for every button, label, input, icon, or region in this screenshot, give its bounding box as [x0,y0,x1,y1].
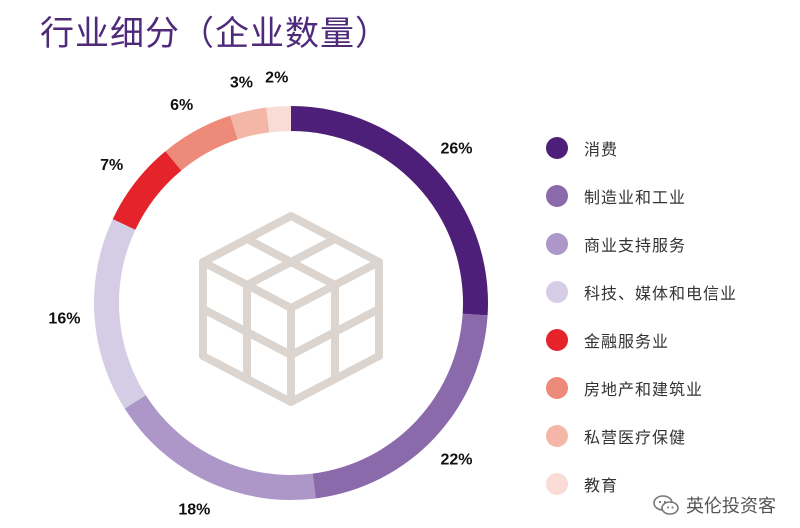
slice-label-7: 3% [230,74,253,91]
slice-5 [112,151,182,230]
legend-swatch [546,473,568,495]
watermark: 英伦投资客 [652,492,776,518]
donut-slices [93,106,488,500]
slice-7 [230,107,270,140]
legend-swatch [546,281,568,303]
legend-label: 科技、媒体和电信业 [584,284,738,303]
slice-label-6: 6% [170,97,193,114]
legend-swatch [546,377,568,399]
slice-label-8: 2% [265,69,288,86]
legend-item: 科技、媒体和电信业 [546,268,737,316]
slice-3 [124,395,316,500]
legend-label: 制造业和工业 [584,188,687,207]
legend-label: 金融服务业 [584,332,670,351]
slice-labels: 26% 22% 18% 16% 7% 6% 3% 2% [48,69,472,518]
slice-label-2: 22% [440,451,472,468]
slice-2 [312,313,488,499]
slice-label-3: 18% [178,501,210,518]
legend-label: 教育 [584,476,619,495]
cube-icon [199,212,383,406]
slice-label-4: 16% [48,310,80,327]
legend-item: 私营医疗保健 [546,412,737,460]
legend-swatch [546,329,568,351]
legend-item: 金融服务业 [546,316,737,364]
slice-1 [291,106,488,316]
legend-label: 消费 [584,140,619,159]
legend-item: 商业支持服务 [546,220,737,268]
legend-swatch [546,185,568,207]
legend-label: 房地产和建筑业 [584,380,704,399]
slice-6 [165,115,238,171]
slice-label-5: 7% [100,157,123,174]
slice-4 [93,219,146,409]
legend-label: 私营医疗保健 [584,428,687,447]
slice-label-1: 26% [440,141,472,158]
legend-item: 教育 [546,460,737,508]
page-title: 行业细分（企业数量） [40,14,390,54]
legend-label: 商业支持服务 [584,236,687,255]
slice-8 [266,106,291,133]
watermark-text: 英伦投资客 [686,496,776,517]
legend-item: 消费 [546,124,737,172]
legend-swatch [546,425,568,447]
legend-swatch [546,233,568,255]
wechat-icon [653,495,679,515]
legend: 消费制造业和工业 商业支持服务科技、媒体和电信业 金融服务业房地产和建筑业 私营医疗保… [546,124,737,508]
legend-item: 房地产和建筑业 [546,364,737,412]
legend-swatch [546,137,568,159]
legend-item: 制造业和工业 [546,172,737,220]
